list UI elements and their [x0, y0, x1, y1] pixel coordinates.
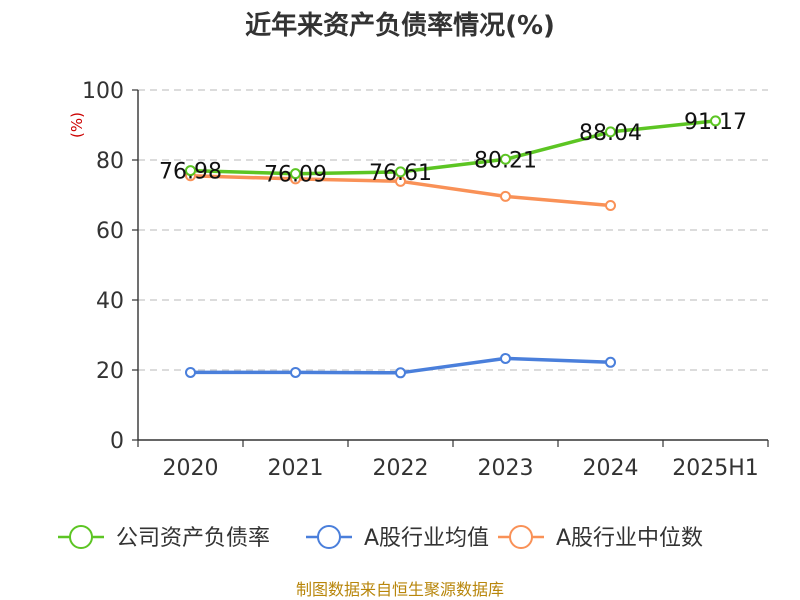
x-tick-label-2021: 2021 [268, 456, 324, 481]
legend-marker-1 [317, 525, 341, 549]
series-0-point-2025H1 [710, 115, 721, 127]
legend-label-0: 公司资产负债率 [116, 526, 270, 551]
x-tick-label-2023: 2023 [478, 456, 534, 481]
series-0-point-2021 [290, 168, 301, 180]
data-label-2022: 76.61 [369, 161, 432, 186]
y-tick-label-40: 40 [96, 289, 124, 314]
grid-lines [138, 89, 768, 371]
series-2-point-2024 [605, 200, 616, 211]
legend: 公司资产负债率 A股行业均值 A股行业中位数 [58, 525, 703, 551]
y-tick-label-0: 0 [110, 429, 124, 454]
series-1-point-2021 [290, 366, 301, 378]
series-1-point-2020 [185, 366, 196, 378]
y-axis-unit-label: (%) [68, 112, 86, 138]
legend-label-1: A股行业均值 [364, 526, 489, 551]
data-label-2025H1: 91.17 [684, 110, 747, 135]
series-2-point-2023 [500, 190, 511, 202]
legend-marker-2 [509, 525, 533, 549]
legend-marker-0 [69, 525, 93, 549]
data-label-2021: 76.09 [264, 163, 327, 188]
series-1-point-2023 [500, 352, 511, 364]
y-tick-label-100: 100 [82, 79, 124, 104]
axes [137, 90, 768, 441]
series-0-point-2020 [185, 165, 196, 177]
series-0-point-2024 [605, 126, 616, 138]
x-tick-label-2025H1: 2025H1 [672, 456, 759, 481]
y-axis-ticks: 0 20 40 60 80 100 [82, 79, 138, 454]
x-axis-ticks: 2020 2021 2022 2023 2024 2025H1 [137, 440, 769, 481]
series-line-0 [188, 119, 718, 176]
y-tick-label-60: 60 [96, 219, 124, 244]
series-1-point-2024 [605, 356, 616, 368]
data-label-2024: 88.04 [579, 121, 642, 146]
data-label-2023: 80.21 [474, 148, 537, 173]
series-0-point-2022 [395, 166, 406, 178]
y-tick-label-80: 80 [96, 149, 124, 174]
legend-label-2: A股行业中位数 [556, 526, 703, 551]
source-note: 制图数据来自恒生聚源数据库 [296, 580, 504, 599]
x-tick-label-2022: 2022 [373, 456, 429, 481]
y-tick-label-20: 20 [96, 359, 124, 384]
data-labels: 76.98 76.09 76.61 80.21 88.04 91.17 [159, 110, 747, 188]
series-1-point-2022 [395, 367, 406, 379]
series-0-point-2023 [500, 153, 511, 165]
chart-title: 近年来资产负债率情况(%) [245, 10, 555, 41]
x-tick-label-2020: 2020 [163, 456, 219, 481]
series-group [185, 115, 721, 379]
data-label-2020: 76.98 [159, 160, 222, 185]
x-tick-label-2024: 2024 [583, 456, 639, 481]
